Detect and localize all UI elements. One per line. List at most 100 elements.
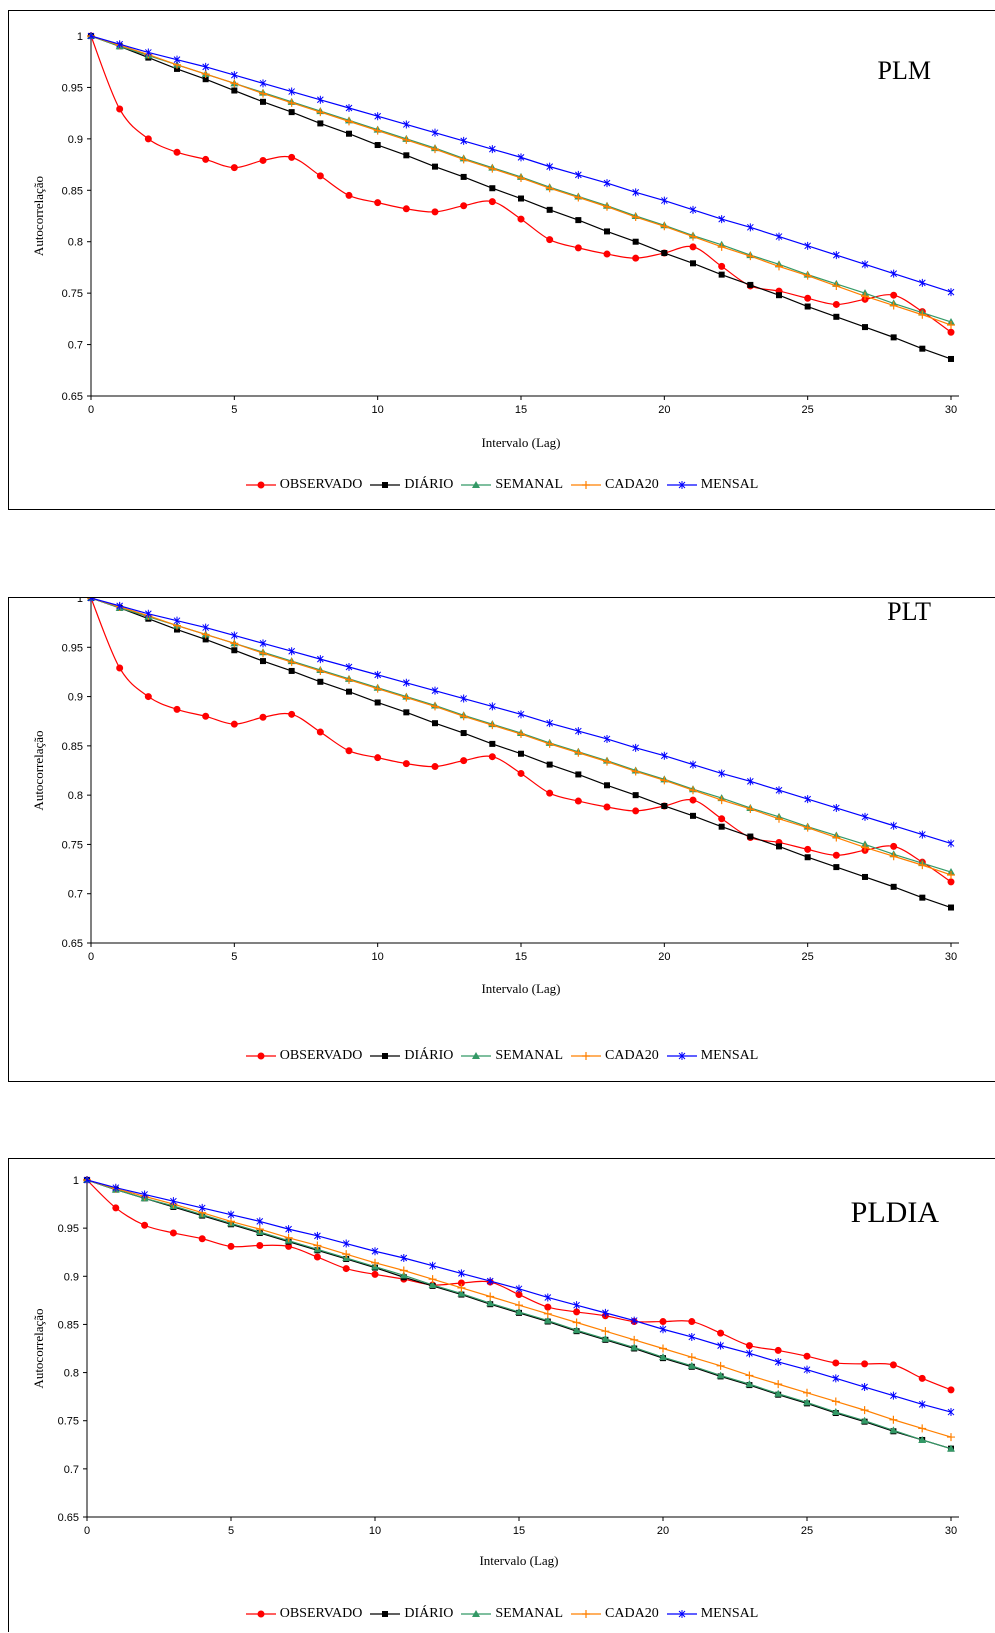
chart-plm-series-cada20-point xyxy=(373,126,382,135)
chart-plt-series-mensal-point xyxy=(746,777,754,786)
chart-plt-series-mensal-point xyxy=(603,734,611,743)
chart-plt-legend-marker xyxy=(472,1052,481,1059)
chart-plt-series-cada20-point xyxy=(660,776,669,785)
chart-plm-series-cada20-point xyxy=(574,193,583,202)
chart-pldia-series-mensal-point xyxy=(774,1357,782,1366)
chart-plt-series-cada20-point xyxy=(287,658,296,667)
chart-plm-series-diario-point xyxy=(833,313,840,320)
chart-plm-series-diario-point xyxy=(432,163,438,170)
chart-plm-legend-marker xyxy=(382,482,389,488)
chart-plm-series-cada20-point xyxy=(517,173,525,182)
chart-plt-series-mensal-point xyxy=(116,601,124,610)
chart-plt-xtick-label: 25 xyxy=(802,951,814,963)
chart-plm-xtick-label: 0 xyxy=(88,404,94,416)
chart-plt-series-mensal-point xyxy=(574,727,582,736)
chart-plt-ytick-label: 1 xyxy=(77,598,83,605)
chart-pldia-series-cada20-point xyxy=(399,1266,408,1275)
chart-plt-series-mensal-point xyxy=(632,743,640,752)
chart-plt-series-mensal-point xyxy=(517,710,525,719)
chart-plm-series-diario-point xyxy=(346,130,352,137)
chart-plm-legend-marker xyxy=(257,481,265,489)
chart-plm-series-observado-point xyxy=(431,208,439,216)
chart-plt-series-observado-point xyxy=(517,769,525,777)
chart-plt-series-observado-point xyxy=(603,803,611,811)
chart-plm-series-mensal-point xyxy=(144,48,152,57)
chart-plm-legend-marker xyxy=(582,481,591,489)
chart-plt-series-mensal-point xyxy=(861,812,869,821)
chart-plt-series-cada20-point xyxy=(603,757,611,766)
chart-plt-legend-item-observado: OBSERVADO xyxy=(245,1048,363,1064)
chart-pldia-series-cada20-point xyxy=(572,1318,581,1327)
chart-plt-legend-label: OBSERVADO xyxy=(279,1048,363,1063)
chart-pldia-series-cada20 xyxy=(83,1176,955,1442)
chart-plt-series-diario-point xyxy=(260,658,266,665)
chart-pldia-legend-item-mensal: MENSAL xyxy=(666,1606,758,1622)
chart-plt-legend-swatch xyxy=(461,1052,492,1059)
chart-pldia-legend-marker xyxy=(382,1611,389,1617)
chart-plm-legend-swatch xyxy=(370,482,401,488)
chart-plt-series-cada20-point xyxy=(431,702,439,711)
chart-pldia-xtick-label: 20 xyxy=(657,1525,669,1537)
chart-plt-ytick-label: 0.95 xyxy=(62,642,83,654)
chart-pldia-series-semanal-point xyxy=(457,1289,466,1297)
chart-plt-series-observado-point xyxy=(460,757,468,765)
chart-pldia-series-semanal-point xyxy=(947,1444,955,1452)
chart-plm-series-diario xyxy=(88,33,954,362)
chart-pldia-legend-swatch xyxy=(461,1610,492,1617)
chart-plt-xtick-label: 0 xyxy=(88,951,94,963)
chart-plm-series-observado-point xyxy=(116,105,124,113)
chart-plm-legend-label: DIÁRIO xyxy=(404,477,454,492)
chart-plt-series-observado-point xyxy=(718,815,726,823)
chart-plt-series-cada20-point xyxy=(631,767,640,776)
chart-pldia-series-observado-point xyxy=(688,1318,696,1326)
chart-plm-series-cada20-point xyxy=(660,222,669,231)
chart-plt-series-observado-point xyxy=(632,807,640,815)
chart-plm-series-mensal-point xyxy=(718,215,726,224)
chart-pldia-series-cada20-point xyxy=(601,1327,610,1336)
chart-plt-series-mensal-point xyxy=(546,719,554,728)
chart-plm-series-diario-point xyxy=(690,260,696,267)
chart-pldia-series-mensal-point xyxy=(717,1341,724,1350)
chart-plt-series-diario xyxy=(88,598,954,911)
chart-plm-ytick-label: 0.8 xyxy=(68,237,83,249)
chart-plt-series-cada20-point xyxy=(574,748,583,757)
chart-plt-series-diario-point xyxy=(804,854,811,861)
chart-plt-ytick-label: 0.8 xyxy=(68,790,83,802)
chart-plt-series-mensal-point xyxy=(230,631,238,640)
chart-pldia-series-semanal-point xyxy=(889,1426,898,1434)
chart-pldia-series-semanal-point xyxy=(630,1343,639,1351)
chart-plm-series-diario-point xyxy=(776,292,782,299)
chart-plt-series-diario-point xyxy=(231,647,238,654)
chart-plt-series-cada20-point xyxy=(832,833,841,842)
chart-pldia-series-cada20-point xyxy=(371,1258,379,1267)
chart-plm-series-observado-point xyxy=(632,254,640,262)
chart-plt-series-observado-point xyxy=(488,753,496,761)
chart-plm-title: PLM xyxy=(878,56,931,85)
chart-pldia-ytick-label: 0.9 xyxy=(64,1271,79,1283)
chart-pldia-ytick-label: 1 xyxy=(73,1175,79,1187)
chart-plm-series-diario-point xyxy=(747,281,754,288)
chart-plt-series-cada20-point xyxy=(947,870,955,879)
chart-plt-ylabel: Autocorrelação xyxy=(31,730,46,810)
chart-plm-series-observado-point xyxy=(546,236,554,244)
chart-plt-series-cada20-point xyxy=(517,730,525,739)
chart-pldia-series-cada20-point xyxy=(515,1301,523,1310)
chart-pldia-series-cada20-point xyxy=(284,1233,293,1242)
chart-plm-series-mensal-point xyxy=(431,128,439,137)
chart-pldia-legend-marker xyxy=(257,1610,265,1618)
chart-pldia-series-cada20-point xyxy=(457,1283,466,1292)
chart-plm-series-mensal-point xyxy=(173,55,181,64)
chart-pldia-series-mensal-point xyxy=(659,1325,667,1334)
chart-pldia-series-cada20-point xyxy=(227,1217,235,1226)
chart-plm-series-mensal-point xyxy=(574,170,582,179)
chart-plm-series-mensal-point xyxy=(87,32,95,40)
chart-pldia-series-mensal-point xyxy=(947,1408,955,1417)
chart-plm-series-cada20-point xyxy=(316,108,325,117)
chart-plt-series-cada20-point xyxy=(717,796,726,805)
chart-pldia-legend-marker xyxy=(582,1610,591,1618)
chart-plm-series-observado-point xyxy=(316,172,324,180)
chart-plm-xtick-label: 20 xyxy=(658,404,670,416)
chart-pldia-series-observado-point xyxy=(832,1359,840,1367)
